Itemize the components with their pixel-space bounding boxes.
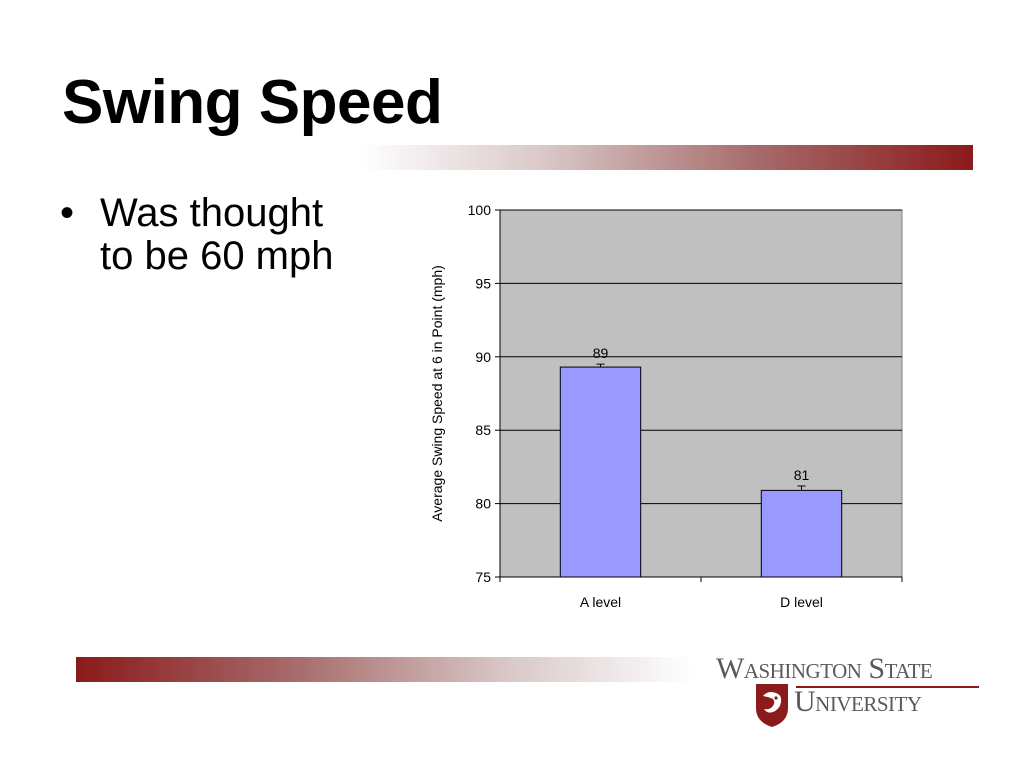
slide-title: Swing Speed — [62, 68, 443, 137]
bullet-text: Was thought to be 60 mph — [100, 191, 334, 278]
bar-chart: 75 80 85 90 95 100 89 A level 81 D level Average … — [429, 202, 903, 610]
cougar-seal-icon — [756, 684, 788, 727]
bullet-dot: • — [60, 191, 75, 235]
footer-gradient-bar — [76, 657, 693, 682]
logo-line2: University — [794, 685, 922, 718]
logo-line1: Washington State — [716, 652, 933, 685]
data-label: 89 — [593, 345, 609, 361]
y-tick-label: 90 — [475, 349, 491, 365]
title-gradient-bar — [360, 145, 973, 170]
bar — [559, 366, 642, 578]
y-tick-label: 85 — [475, 422, 491, 438]
bar — [760, 489, 843, 578]
logo-rule — [796, 686, 979, 688]
data-label: 81 — [794, 467, 810, 483]
y-tick-label: 100 — [468, 202, 492, 218]
y-tick-label: 95 — [475, 275, 491, 291]
y-axis-label: Average Swing Speed at 6 in Point (mph) — [429, 265, 445, 522]
university-logo: Washington State University — [716, 652, 986, 737]
x-tick-label: A level — [580, 594, 621, 610]
x-tick-label: D level — [780, 594, 823, 610]
y-tick-label: 75 — [475, 569, 491, 585]
y-tick-label: 80 — [475, 496, 491, 512]
